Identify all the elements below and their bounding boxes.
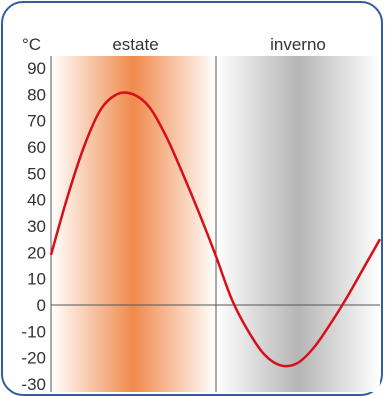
temperature-series-line bbox=[49, 91, 381, 368]
y-tick-label: 90 bbox=[27, 59, 46, 78]
region-label-inverno: inverno bbox=[270, 35, 326, 54]
unit-label: °C bbox=[22, 35, 41, 54]
region-estate-band bbox=[51, 56, 216, 392]
y-tick-label: 80 bbox=[27, 85, 46, 104]
y-tick-label: -10 bbox=[21, 322, 46, 341]
y-tick-label: 70 bbox=[27, 112, 46, 131]
region-label-estate: estate bbox=[112, 35, 158, 54]
y-tick-label: 40 bbox=[27, 191, 46, 210]
y-tick-label: 10 bbox=[27, 270, 46, 289]
region-inverno-band bbox=[216, 56, 380, 392]
y-tick-label: 0 bbox=[37, 296, 46, 315]
y-tick-label: -20 bbox=[21, 349, 46, 368]
y-tick-label: 20 bbox=[27, 243, 46, 262]
y-tick-label: -30 bbox=[21, 375, 46, 392]
y-tick-label: 50 bbox=[27, 164, 46, 183]
y-tick-label: 60 bbox=[27, 138, 46, 157]
y-tick-label: 30 bbox=[27, 217, 46, 236]
